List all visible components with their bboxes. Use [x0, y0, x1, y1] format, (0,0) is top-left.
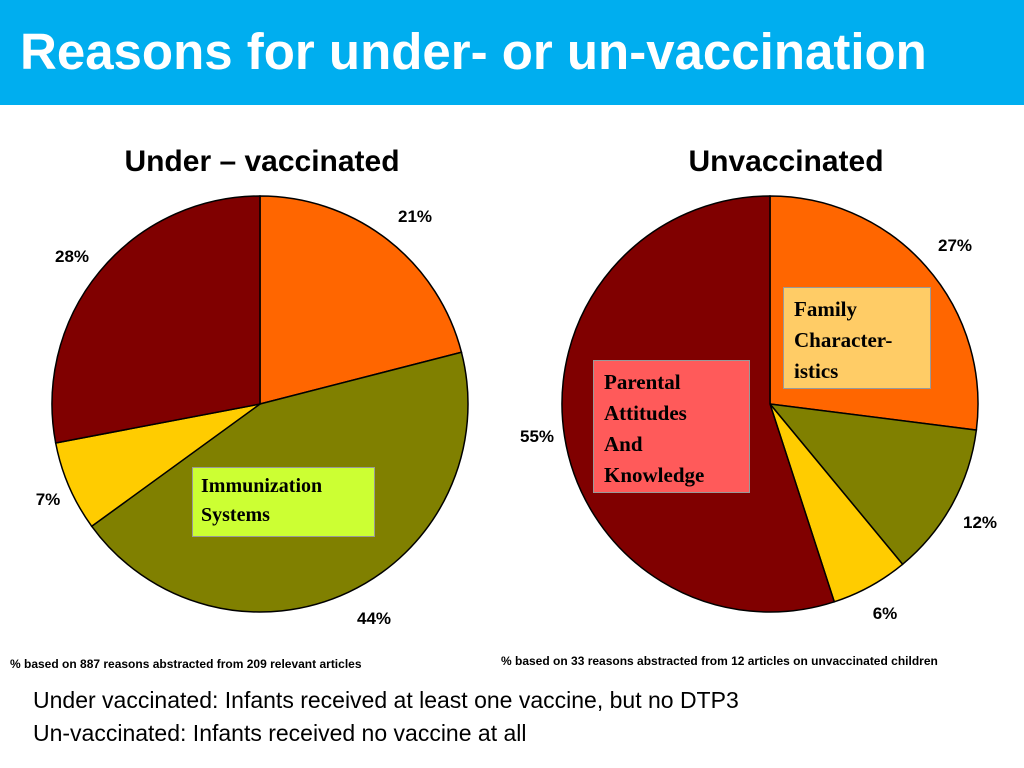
under-vaccinated-note: % based on 887 reasons abstracted from 2…	[10, 657, 362, 671]
callout-line: Systems	[201, 504, 270, 526]
under-slice-label-parental: 28%	[54, 247, 90, 266]
definitions: Under vaccinated: Infants received at le…	[33, 684, 739, 750]
callout-line: Character-	[794, 328, 893, 352]
unvaccinated-slice-immunization-systems	[768, 403, 978, 566]
unvacc-slice-label-other: 6%	[872, 604, 898, 623]
callout-line: istics	[794, 359, 839, 383]
definition-unvaccinated: Un-vaccinated: Infants received no vacci…	[33, 720, 527, 746]
definition-under-vaccinated: Under vaccinated: Infants received at le…	[33, 687, 739, 713]
under-vaccinated-slice-family-characteristics	[259, 195, 463, 405]
callout-line: Immunization	[201, 475, 323, 497]
page-title: Reasons for under- or un-vaccination	[20, 23, 927, 80]
callout-line: And	[604, 432, 643, 456]
under-slice-label-family: 21%	[397, 207, 433, 226]
title-bar: Reasons for under- or un-vaccination	[0, 0, 1024, 105]
unvacc-slice-label-family: 27%	[937, 236, 973, 255]
under-vaccinated-chart-title: Under – vaccinated	[124, 145, 400, 178]
under-vaccinated-slice-parental-attitudes	[51, 195, 261, 444]
unvacc-slice-label-parental: 55%	[519, 427, 555, 446]
unvaccinated-chart-title: Unvaccinated	[688, 145, 884, 178]
immunization-systems-callout: Immunization Systems	[192, 467, 375, 537]
parental-attitudes-callout: Parental Attitudes And Knowledge	[593, 360, 750, 493]
family-characteristics-callout: Family Character- istics	[783, 287, 931, 389]
callout-line: Knowledge	[604, 463, 705, 487]
under-slice-label-other: 7%	[35, 490, 61, 509]
unvaccinated-note: % based on 33 reasons abstracted from 12…	[501, 654, 938, 668]
unvacc-slice-label-systems: 12%	[962, 513, 998, 532]
callout-line: Parental	[604, 370, 681, 394]
callout-line: Attitudes	[604, 401, 687, 425]
under-slice-label-systems: 44%	[356, 609, 392, 628]
callout-line: Family	[794, 297, 857, 321]
